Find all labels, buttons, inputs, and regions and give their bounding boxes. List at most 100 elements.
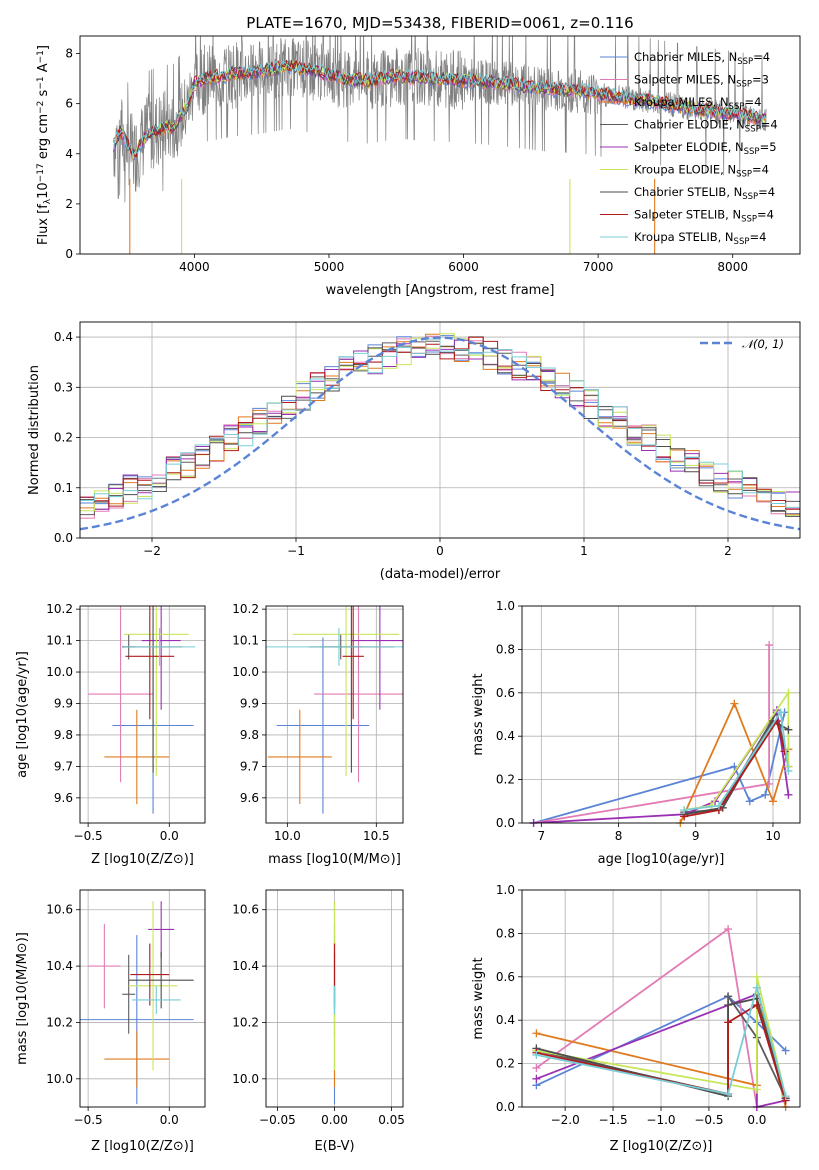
y-tick-label: 0.3 [54, 380, 73, 394]
axes-frame [79, 605, 206, 824]
y-tick-label: 0.6 [496, 686, 515, 700]
x-tick-label: 10.5 [363, 829, 390, 843]
point-marker [532, 1050, 541, 1059]
y-tick-label: 0.6 [496, 970, 515, 984]
y-axis-label: age [log10(age/yr)] [15, 651, 30, 778]
y-tick-label: 10.2 [46, 1015, 73, 1029]
x-axis-label: mass [log10(M/M⊙)] [268, 852, 401, 867]
x-tick-label: 0 [436, 544, 444, 558]
y-tick-label: 0.4 [496, 729, 515, 743]
point-marker [752, 983, 761, 992]
point-marker [532, 1029, 541, 1038]
x-tick-label: −2 [143, 544, 161, 558]
x-tick-label: 4000 [179, 260, 210, 274]
y-tick-label: 9.9 [54, 696, 73, 710]
axes-frame [521, 889, 801, 1108]
x-axis-label: E(B-V) [314, 1139, 354, 1154]
point-marker [768, 797, 777, 806]
y-tick-label: 0.4 [54, 330, 73, 344]
x-axis-label: age [log10(age/yr)] [598, 852, 725, 867]
x-tick-label: 2 [724, 544, 732, 558]
spectrum-panel: 4000 5000 6000 7000 8000 0 2 4 6 8 Chabrier MILES,… [36, 35, 801, 298]
y-tick-label: 2 [65, 197, 73, 211]
mass-weight-line [533, 707, 790, 823]
y-tick-label: 4 [65, 147, 73, 161]
point-marker [776, 708, 785, 717]
y-tick-label: 10.4 [46, 959, 73, 973]
point-marker [765, 641, 774, 650]
mass-weight-line [536, 976, 787, 1097]
point-marker [781, 1092, 790, 1101]
y-axis-label: Flux [fλ10−17 erg cm−2 s−1 A−1] [36, 45, 53, 245]
axes-frame [521, 605, 801, 824]
point-marker [761, 790, 770, 799]
mass-weight-line [536, 984, 787, 1097]
legend-label: Kroupa ELODIE, NSSP=4 [634, 163, 769, 180]
legend-label: Kroupa STELIB, NSSP=4 [634, 230, 766, 247]
y-tick-label: 0.0 [496, 816, 515, 830]
legend-label: 𝒩(0, 1) [742, 337, 784, 351]
x-tick-label: 0.05 [378, 1113, 405, 1127]
x-tick-label: −1.5 [598, 1113, 627, 1127]
axes-frame [79, 889, 206, 1108]
mass-vs-Z-panel: −0.5 0.0 10.0 10.2 10.4 10.6 Z [log10(Z/Z⊙)] ma… [15, 889, 206, 1154]
figure-title: PLATE=1670, MJD=53438, FIBERID=0061, z=0… [246, 14, 633, 32]
point-marker [724, 1018, 733, 1027]
point-marker [752, 972, 761, 981]
point-marker [784, 790, 793, 799]
x-tick-label: 1 [580, 544, 588, 558]
y-tick-label: 0.2 [496, 1057, 515, 1071]
mass-weight-line [533, 645, 770, 823]
y-tick-label: 0.2 [54, 431, 73, 445]
point-marker [532, 1063, 541, 1072]
x-tick-label: 5000 [314, 260, 345, 274]
point-marker [724, 992, 733, 1001]
y-tick-label: 9.8 [240, 728, 259, 742]
point-marker [745, 797, 754, 806]
point-marker [752, 1085, 761, 1094]
point-marker [532, 1074, 541, 1083]
legend-label: Chabrier STELIB, NSSP=4 [634, 185, 775, 202]
mass-vs-ebv-panel: −0.05 0.00 0.05 10.0 10.2 10.4 10.6 E(B-V) [232, 889, 405, 1154]
x-tick-label: −2.0 [551, 1113, 580, 1127]
x-tick-label: 7000 [583, 260, 614, 274]
mass-weight-line [535, 927, 758, 1107]
point-marker [784, 766, 793, 775]
point-marker [780, 747, 789, 756]
y-tick-label: 0.0 [54, 531, 73, 545]
point-marker [752, 1001, 761, 1010]
y-tick-label: 9.7 [54, 759, 73, 773]
x-tick-label: 0.0 [160, 829, 179, 843]
y-tick-label: 10.0 [46, 665, 73, 679]
y-tick-label: 9.6 [240, 791, 259, 805]
x-axis-label: Z [log10(Z/Z⊙)] [91, 852, 194, 867]
legend-label: Salpeter ELODIE, NSSP=5 [634, 140, 777, 157]
mass-weight-vs-age-panel: 7 8 9 10 0.0 0.2 0.4 0.6 0.8 1.0 age [log10(age/yr… [471, 599, 801, 867]
axes-frame [265, 605, 404, 824]
y-tick-label: 10.4 [232, 959, 259, 973]
y-axis-label: mass weight [471, 673, 486, 755]
y-tick-label: 1.0 [496, 599, 515, 613]
y-tick-label: 9.6 [54, 791, 73, 805]
y-tick-label: 10.2 [232, 1015, 259, 1029]
y-tick-label: 0.8 [496, 642, 515, 656]
y-tick-label: 10.1 [232, 634, 259, 648]
point-marker [724, 925, 733, 934]
x-axis-label: Z [log10(Z/Z⊙)] [91, 1139, 194, 1154]
legend-label: Salpeter STELIB, NSSP=4 [634, 208, 774, 225]
y-tick-label: 10.6 [232, 903, 259, 917]
legend-label: Kroupa MILES, NSSP=4 [634, 95, 761, 112]
y-tick-label: 9.7 [240, 759, 259, 773]
x-tick-label: 0.00 [321, 1113, 348, 1127]
x-axis-label: wavelength [Angstrom, rest frame] [326, 283, 555, 298]
y-tick-label: 10.0 [46, 1072, 73, 1086]
histogram-step-line [80, 338, 800, 508]
x-tick-label: −0.05 [259, 1113, 296, 1127]
point-marker [784, 725, 793, 734]
axes-frame [265, 889, 404, 1108]
y-tick-label: 0 [65, 247, 73, 261]
y-axis-label: mass weight [471, 957, 486, 1039]
x-tick-label: 9 [692, 829, 700, 843]
x-tick-label: 8000 [717, 260, 748, 274]
